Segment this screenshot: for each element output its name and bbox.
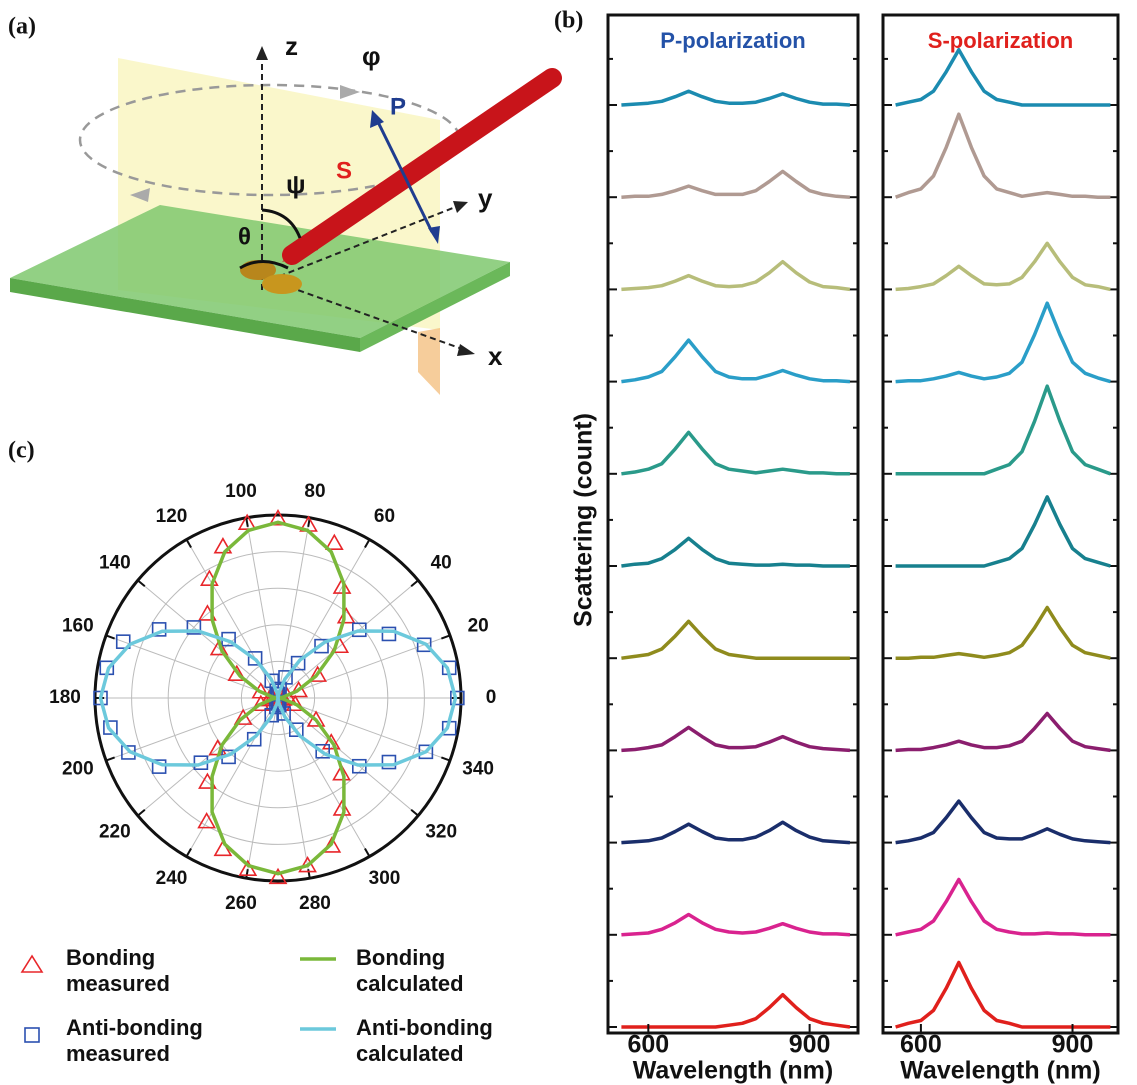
frame: [883, 15, 1118, 1033]
figure: (a) (b) (c) z φ P S ψ y θ x 600900Wavele…: [0, 0, 1137, 1085]
legend-label: Bonding measured: [66, 945, 226, 997]
spectrum: [896, 386, 1111, 474]
angle-tick-label: 100: [225, 481, 257, 502]
plane-below: [418, 328, 440, 395]
angle-tick-label: 180: [49, 687, 81, 708]
legend-label: Anti-bonding measured: [66, 1015, 226, 1067]
angle-tick-label: 120: [156, 506, 188, 527]
angle-tick-label: 280: [299, 893, 331, 914]
legend-label: Bonding calculated: [356, 945, 506, 997]
spectrum: [621, 995, 850, 1027]
grid-spoke: [138, 580, 278, 698]
spectrum: [621, 91, 850, 105]
diagram-label: θ: [238, 223, 251, 250]
spectrum: [621, 538, 850, 566]
legend-label: Anti-bonding calculated: [356, 1015, 506, 1067]
panel-label: (c): [8, 438, 35, 464]
legend-marker: [25, 1028, 39, 1042]
angle-tick-label: 60: [374, 506, 395, 527]
diagram-label: ψ: [286, 169, 306, 199]
angle-tick-label: 220: [99, 821, 131, 842]
diagram-label: φ: [362, 41, 381, 71]
panel-title: P-polarization: [660, 28, 805, 53]
diagram-label: P: [390, 93, 406, 120]
angle-tick-label: 40: [431, 553, 452, 574]
panel-label: (a): [8, 14, 36, 40]
grid-spoke: [278, 580, 418, 698]
x-tick-label: 600: [900, 1031, 942, 1059]
x-axis-label: Wavelength (nm): [900, 1057, 1100, 1085]
spectrum: [621, 915, 850, 935]
angle-tick-label: 200: [62, 758, 94, 779]
frame: [608, 15, 858, 1033]
spectrum: [896, 243, 1111, 289]
arrow-head: [457, 344, 475, 356]
diagram-label: x: [488, 341, 503, 371]
angle-tick-label: 340: [462, 758, 494, 779]
diagram: z φ P S ψ y θ x: [10, 31, 552, 395]
angle-tick-label: 20: [468, 616, 489, 637]
diagram-label: y: [478, 183, 493, 213]
diagram-label: z: [285, 31, 298, 61]
angle-tick-label: 320: [425, 821, 457, 842]
angle-tick-label: 140: [99, 553, 131, 574]
page: (a) (b) (c) z φ P S ψ y θ x 600900Wavele…: [0, 0, 1137, 1085]
grid-spoke: [278, 698, 418, 816]
spectrum: [896, 963, 1111, 1028]
spectrum: [896, 880, 1111, 935]
angle-tick-label: 300: [369, 868, 401, 889]
spectrum: [896, 608, 1111, 659]
legend-marker: [22, 956, 42, 972]
x-tick-label: 900: [1052, 1031, 1094, 1059]
spectrum: [621, 727, 850, 750]
angle-tick-label: 240: [156, 868, 188, 889]
spectrum: [621, 822, 850, 842]
spectrum: [621, 262, 850, 290]
x-tick-label: 900: [789, 1031, 831, 1059]
spectrum: [621, 621, 850, 658]
arrow-head: [256, 46, 268, 60]
spectrum: [621, 171, 850, 197]
spectrum: [896, 114, 1111, 197]
marker-triangle: [326, 535, 342, 549]
y-axis-label: Scattering (count): [570, 413, 598, 627]
x-tick-label: 600: [627, 1031, 669, 1059]
spectrum: [896, 303, 1111, 381]
spectrum: [896, 801, 1111, 843]
particle: [262, 274, 302, 294]
spectrum: [621, 432, 850, 474]
spectrum: [621, 340, 850, 382]
angle-tick-label: 160: [62, 616, 94, 637]
angle-tick-label: 80: [304, 481, 325, 502]
panel-title: S-polarization: [928, 28, 1073, 53]
angle-tick-label: 0: [486, 687, 497, 708]
x-axis-label: Wavelength (nm): [633, 1057, 833, 1085]
panel-label: (b): [554, 8, 583, 34]
arrow-head: [453, 201, 468, 213]
angle-tick-label: 260: [225, 893, 257, 914]
spectrum: [896, 50, 1111, 105]
spectrum: [896, 714, 1111, 751]
spectrum: [896, 497, 1111, 566]
marker-triangle: [338, 609, 354, 623]
diagram-label: S: [336, 157, 352, 184]
arrow-head: [340, 85, 360, 99]
